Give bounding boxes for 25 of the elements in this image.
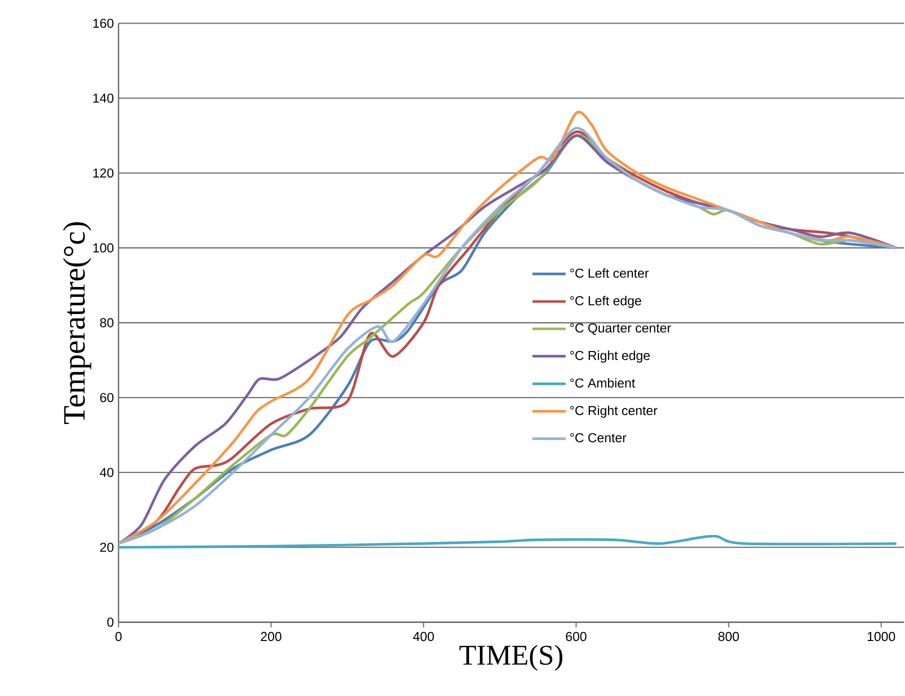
y-tick-label: 100 [93,243,114,252]
x-tick-label: 1000 [868,632,896,642]
x-tick-label: 600 [566,632,586,642]
y-tick-label: 0 [107,618,114,627]
legend-label: °C Left edge [570,296,642,308]
legend-label: °C Right edge [570,350,650,363]
x-tick-label: 400 [413,632,434,642]
legend-label: °C Quarter center [570,323,672,335]
y-axis-title: Temperature(°c) [62,222,92,424]
legend-label: °C Center [570,433,626,442]
x-tick-label: 0 [115,632,122,642]
y-tick-label: 40 [100,468,114,478]
y-tick-label: 160 [93,18,114,28]
y-tick-label: 80 [100,318,114,328]
y-tick-label: 120 [93,168,114,178]
legend-label: °C Right center [570,406,658,418]
x-axis-title: TIME(S) [460,644,562,671]
y-tick-label: 20 [100,542,114,552]
legend-label: °C Ambient [570,378,636,388]
legend-label: °C Left center [570,268,649,278]
y-tick-label: 60 [100,393,114,402]
x-tick-label: 200 [260,632,282,642]
line-series [118,534,898,549]
y-tick-label: 140 [93,94,114,103]
x-tick-label: 800 [718,632,739,642]
